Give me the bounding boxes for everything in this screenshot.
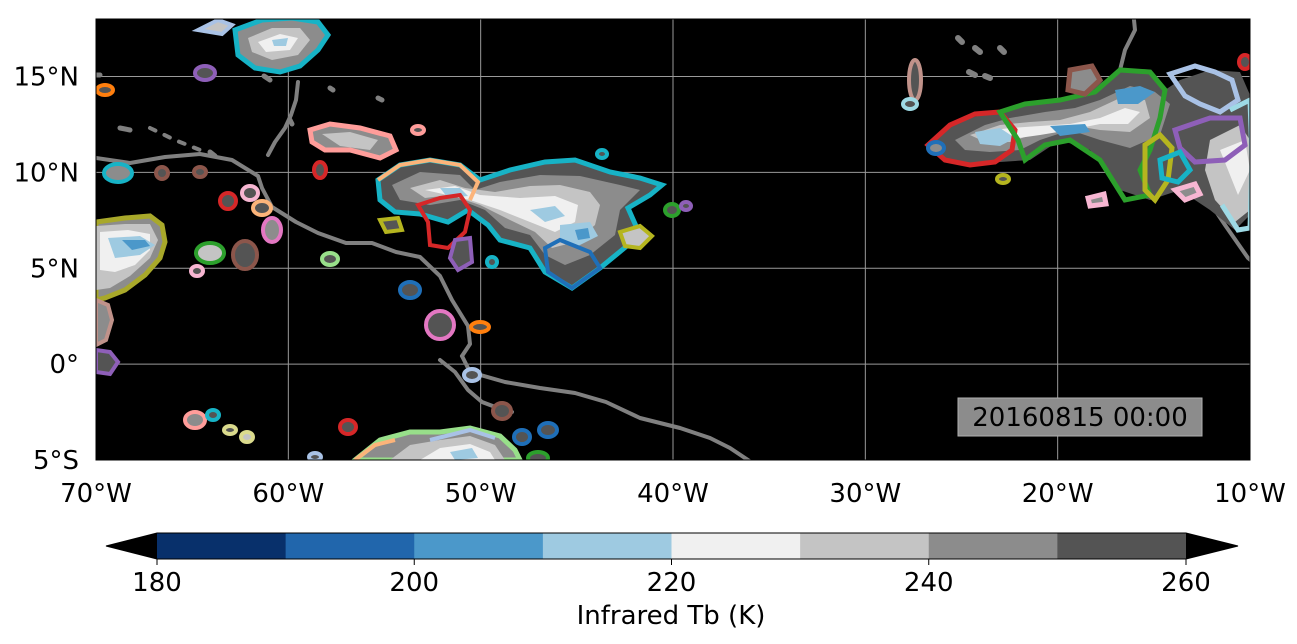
cloud-cluster-east-outlines xyxy=(924,63,1250,233)
storm-object-contours xyxy=(96,53,1250,460)
latitude-tick-labels: 15°N 10°N 5°N 0° 5°S xyxy=(13,63,79,476)
coastlines xyxy=(96,19,1250,460)
colorbar-segment xyxy=(928,533,1058,559)
cloud-cluster-58w-12n xyxy=(307,121,400,161)
timestamp-box: 20160815 00:00 xyxy=(957,397,1203,437)
timestamp-background xyxy=(957,397,1203,437)
coastline-small-islands xyxy=(96,72,385,159)
latitude-tick-label: 10°N xyxy=(13,158,79,188)
longitude-tick-label: 30°W xyxy=(829,479,901,509)
coastline-brazil-east xyxy=(460,354,752,460)
colorbar: 180 200 220 240 260 Infrared Tb (K) xyxy=(105,532,1239,631)
colorbar-ticks: 180 200 220 240 260 xyxy=(132,559,1211,598)
cloud-cluster-south xyxy=(350,425,523,460)
cloud-cluster-north-62w xyxy=(191,19,332,75)
longitude-tick-label: 20°W xyxy=(1022,479,1094,509)
timestamp-label: 20160815 00:00 xyxy=(972,403,1188,433)
longitude-tick-label: 70°W xyxy=(60,479,132,509)
colorbar-segment xyxy=(671,533,801,559)
latitude-tick-label: 15°N xyxy=(13,63,79,93)
colorbar-tick-label: 180 xyxy=(132,568,182,598)
latitude-tick-label: 0° xyxy=(49,350,79,380)
latitude-tick-label: 5°N xyxy=(30,254,79,284)
cloud-clusters xyxy=(96,19,1250,460)
longitude-tick-label: 40°W xyxy=(637,479,709,509)
colorbar-under-extension xyxy=(106,533,157,559)
colorbar-tick-label: 220 xyxy=(647,568,697,598)
colorbar-segments xyxy=(157,533,1187,559)
colorbar-segment xyxy=(800,533,930,559)
colorbar-segment xyxy=(414,533,544,559)
cloud-cluster-central-outlines xyxy=(376,157,655,291)
coastline-south-america-north xyxy=(96,152,472,358)
colorbar-tick-label: 200 xyxy=(389,568,439,598)
cloud-cluster-west xyxy=(96,213,168,303)
gridlines xyxy=(96,19,1250,460)
colorbar-segment xyxy=(157,533,287,559)
colorbar-tick-label: 260 xyxy=(1161,568,1211,598)
longitude-tick-label: 10°W xyxy=(1214,479,1286,509)
colorbar-segment xyxy=(542,533,672,559)
latitude-tick-label: 5°S xyxy=(33,446,79,476)
cloud-cluster-west-edge xyxy=(96,297,121,377)
map-border xyxy=(95,18,1251,461)
colorbar-segment xyxy=(285,533,415,559)
colorbar-over-extension xyxy=(1186,533,1238,559)
longitude-tick-labels: 70°W 60°W 50°W 40°W 30°W 20°W 10°W xyxy=(60,479,1286,509)
longitude-tick-label: 60°W xyxy=(252,479,324,509)
colorbar-label: Infrared Tb (K) xyxy=(577,601,766,631)
colorbar-segment xyxy=(1057,533,1187,559)
map-content xyxy=(96,19,1250,460)
colorbar-tick-label: 240 xyxy=(904,568,954,598)
longitude-tick-label: 50°W xyxy=(445,479,517,509)
coastline-cape-verde xyxy=(955,35,1007,81)
